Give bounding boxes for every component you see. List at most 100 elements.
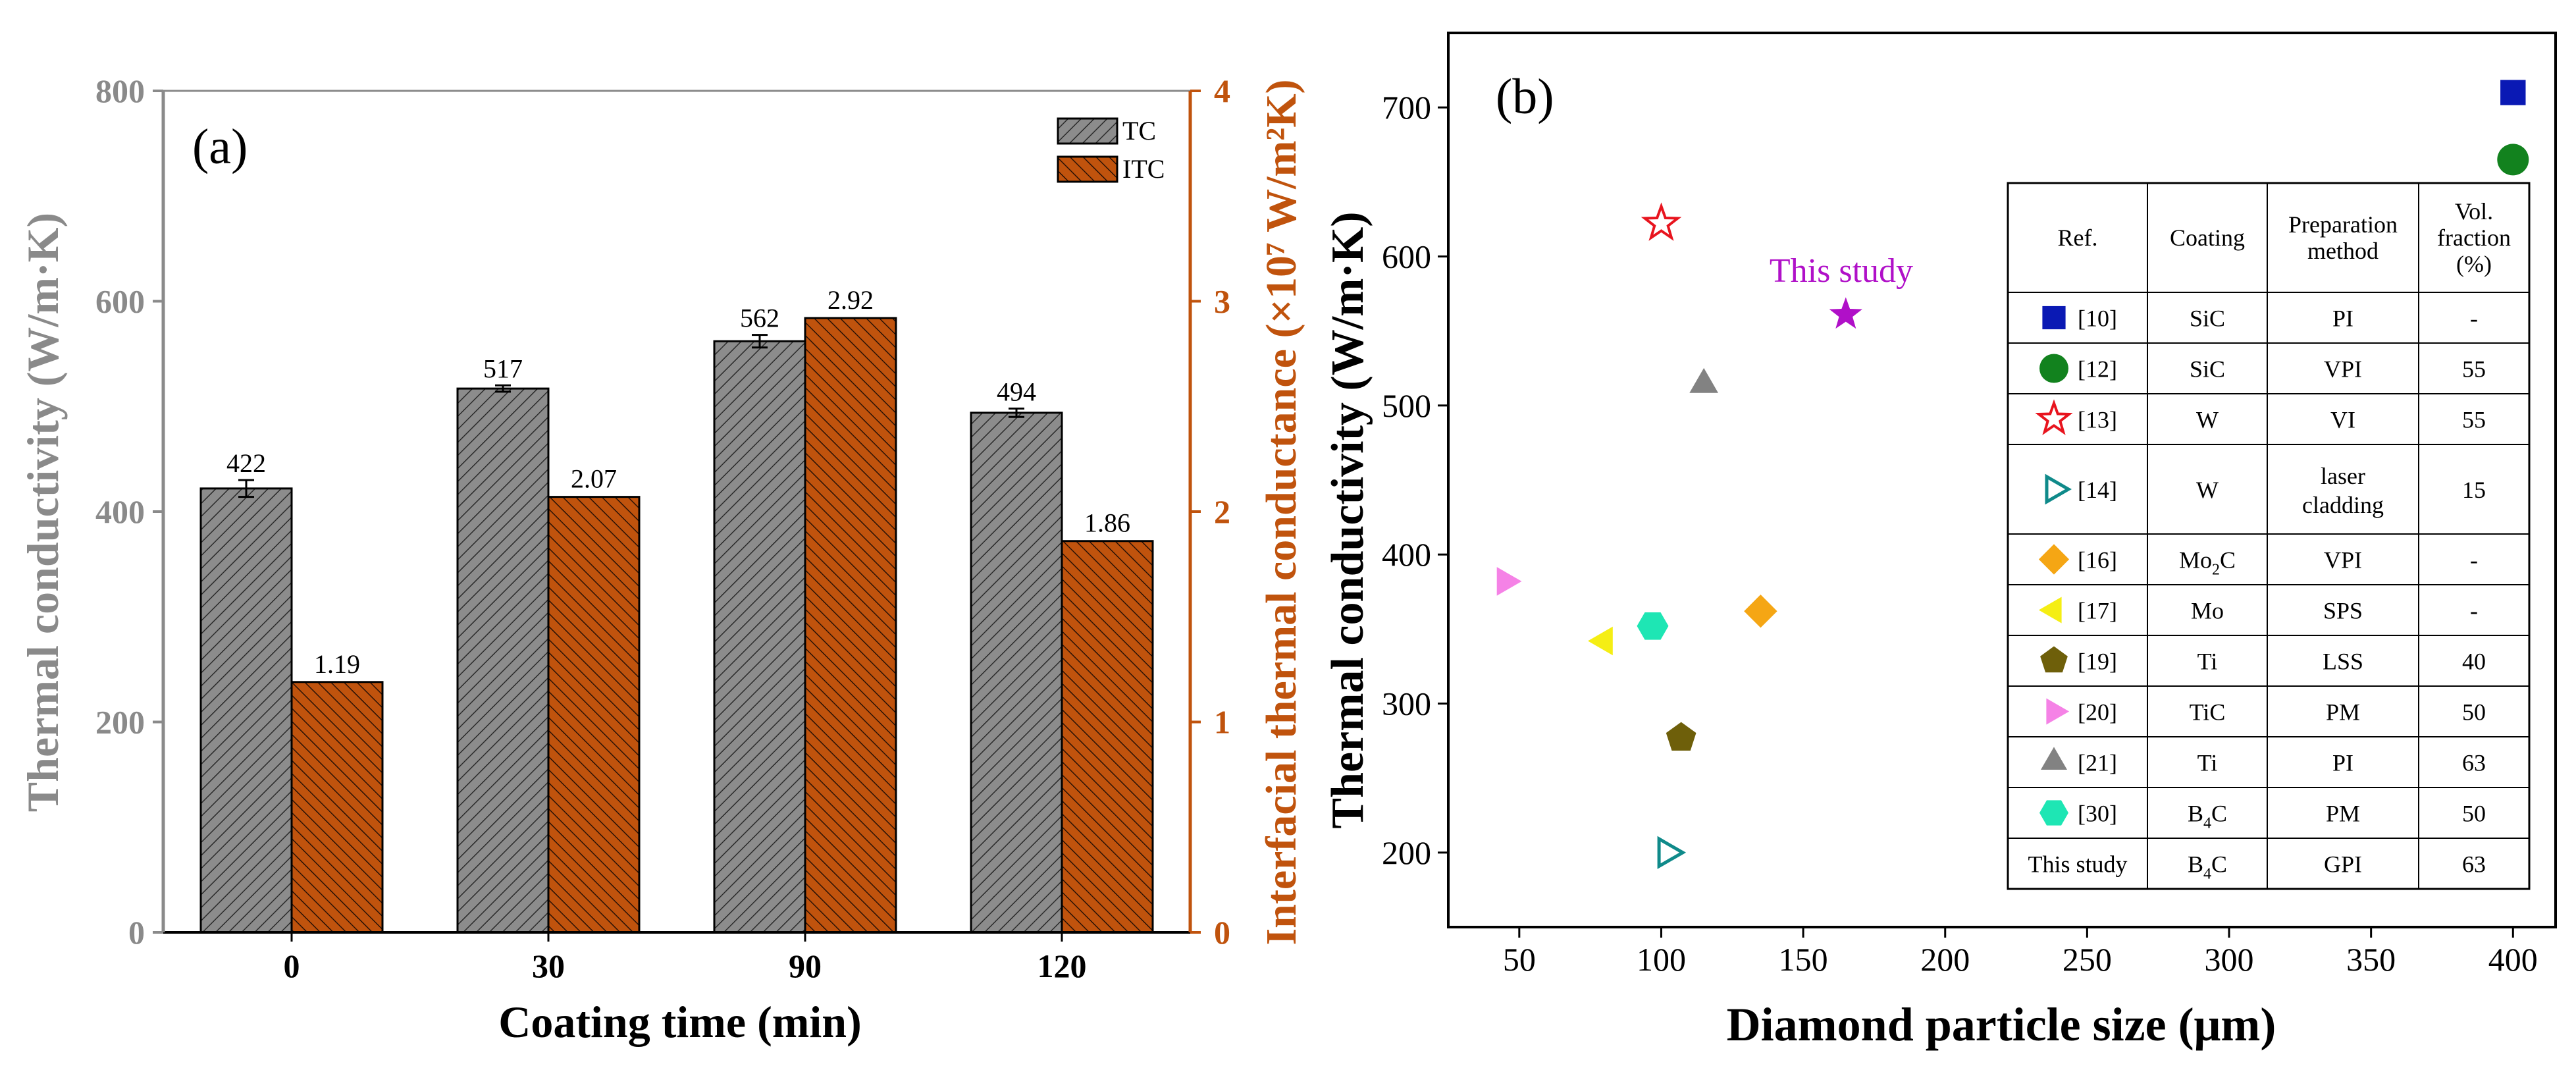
table-coating: Ti bbox=[2197, 649, 2218, 675]
data-point bbox=[1496, 567, 1522, 596]
y-tick-label: 600 bbox=[1382, 238, 1431, 275]
table-coating: Mo2C bbox=[2179, 547, 2236, 579]
table-coating: B4C bbox=[2188, 851, 2227, 883]
annotation-this-study: This study bbox=[1770, 252, 1913, 290]
x-tick-label: 200 bbox=[1920, 941, 1970, 978]
table-ref: [17] bbox=[2078, 598, 2117, 624]
table-method: PM bbox=[2326, 801, 2360, 827]
y2-tick-label: 2 bbox=[1214, 493, 1230, 530]
y-axis-title: Thermal conductivity (W/m·K) bbox=[18, 213, 68, 812]
table-fraction: 63 bbox=[2462, 851, 2486, 878]
y-tick-label: 0 bbox=[128, 914, 145, 951]
table-header: Preparation method bbox=[2288, 211, 2398, 264]
y2-tick-label: 0 bbox=[1214, 914, 1230, 951]
data-label-tc: 562 bbox=[740, 304, 779, 333]
bar-tc bbox=[970, 412, 1063, 934]
bar-tc bbox=[199, 487, 293, 934]
table-method: laser cladding bbox=[2302, 463, 2384, 518]
legend-label-tc: TC bbox=[1122, 116, 1156, 146]
table-ref: [20] bbox=[2078, 699, 2117, 726]
table-marker-icon bbox=[2038, 544, 2070, 575]
x-tick-label: 300 bbox=[2205, 941, 2254, 978]
data-point bbox=[1588, 626, 1613, 656]
y2-tick-label: 1 bbox=[1214, 704, 1230, 741]
table-header: Ref. bbox=[2058, 225, 2098, 251]
table-ref: [16] bbox=[2078, 547, 2117, 574]
y-tick-label: 500 bbox=[1382, 387, 1431, 424]
x-tick-label: 50 bbox=[1503, 941, 1536, 978]
table-coating: Mo bbox=[2191, 598, 2224, 624]
table-method: VPI bbox=[2324, 547, 2362, 574]
table-coating: TiC bbox=[2190, 699, 2226, 726]
bars-group: 422 1.19 517 2.07 562 2.92 494 1.86 bbox=[199, 285, 1154, 934]
table-fraction: - bbox=[2470, 547, 2478, 574]
legend-label-itc: ITC bbox=[1122, 154, 1165, 184]
data-label-itc: 2.92 bbox=[828, 285, 874, 315]
bar-itc bbox=[290, 681, 384, 934]
bar-itc bbox=[547, 496, 641, 934]
table-fraction: - bbox=[2470, 306, 2478, 332]
x-tick-label: 120 bbox=[1038, 948, 1087, 984]
table-fraction: 63 bbox=[2462, 750, 2486, 776]
y-tick-label: 400 bbox=[1382, 536, 1431, 573]
table-fraction: - bbox=[2470, 598, 2478, 624]
table-coating: SiC bbox=[2190, 306, 2225, 332]
data-label-itc: 2.07 bbox=[571, 464, 617, 494]
table-method: PI bbox=[2332, 306, 2353, 332]
table-ref: [12] bbox=[2078, 356, 2117, 383]
data-label-itc: 1.86 bbox=[1084, 508, 1130, 538]
data-point bbox=[1657, 836, 1687, 869]
data-point bbox=[1637, 612, 1669, 640]
x-tick-label: 350 bbox=[2346, 941, 2396, 978]
x-axis-title: Diamond particle size (μm) bbox=[1727, 998, 2276, 1051]
table-fraction: 40 bbox=[2462, 649, 2486, 675]
table-marker-icon bbox=[2038, 597, 2062, 624]
bar-tc bbox=[456, 387, 550, 934]
table-fraction: 55 bbox=[2462, 356, 2486, 383]
table-coating: W bbox=[2196, 407, 2219, 433]
table-frame bbox=[2007, 182, 2531, 890]
table-coating: W bbox=[2196, 477, 2219, 503]
y-tick-label: 200 bbox=[95, 704, 145, 741]
x-tick-label: 400 bbox=[2488, 941, 2538, 978]
data-point bbox=[2497, 144, 2529, 176]
y-tick-label: 800 bbox=[95, 72, 145, 109]
data-label-tc: 517 bbox=[483, 354, 523, 383]
data-point bbox=[1689, 367, 1718, 393]
data-point bbox=[1666, 722, 1696, 751]
panel-label-a: (a) bbox=[192, 119, 248, 174]
table-marker-icon bbox=[2039, 354, 2068, 383]
table-method: SPS bbox=[2323, 598, 2363, 624]
table-method: PI bbox=[2332, 750, 2353, 776]
data-label-itc: 1.19 bbox=[314, 649, 360, 679]
y-axis-title: Thermal conductivity (W/m·K) bbox=[1323, 211, 1373, 828]
table-marker-icon bbox=[2045, 473, 2072, 505]
y-tick-label: 600 bbox=[95, 283, 145, 320]
table-marker-icon bbox=[2046, 698, 2070, 725]
table-ref: [19] bbox=[2078, 649, 2117, 675]
data-label-tc: 422 bbox=[226, 448, 266, 478]
panel-label-b: (b) bbox=[1496, 69, 1554, 124]
reference-table: Ref. Coating Preparation method Vol. fraction… bbox=[2007, 182, 2531, 890]
axes-group: 0 30 90 120 0 200 400 600 800 0 1 2 3 4 bbox=[95, 72, 1230, 984]
table-header: Vol. fraction (%) bbox=[2437, 198, 2511, 277]
plot-frame bbox=[1447, 32, 2557, 928]
legend-swatch-itc bbox=[1057, 155, 1118, 183]
x-tick-label: 0 bbox=[284, 948, 300, 984]
table-fraction: 50 bbox=[2462, 699, 2486, 726]
legend-swatch-tc bbox=[1057, 117, 1118, 145]
table-method: PM bbox=[2326, 699, 2360, 726]
table-fraction: 55 bbox=[2462, 407, 2486, 433]
x-tick-label: 90 bbox=[789, 948, 822, 984]
table-method: VI bbox=[2330, 407, 2355, 433]
table-marker-icon bbox=[2040, 646, 2068, 673]
y2-tick-label: 3 bbox=[1214, 283, 1230, 320]
legend: TC ITC bbox=[1057, 116, 1165, 184]
table-ref: [14] bbox=[2078, 477, 2117, 503]
table-ref: [13] bbox=[2078, 407, 2117, 433]
y-tick-label: 700 bbox=[1382, 89, 1431, 126]
table-marker-icon bbox=[2042, 306, 2066, 330]
table-marker-icon bbox=[2041, 747, 2067, 770]
